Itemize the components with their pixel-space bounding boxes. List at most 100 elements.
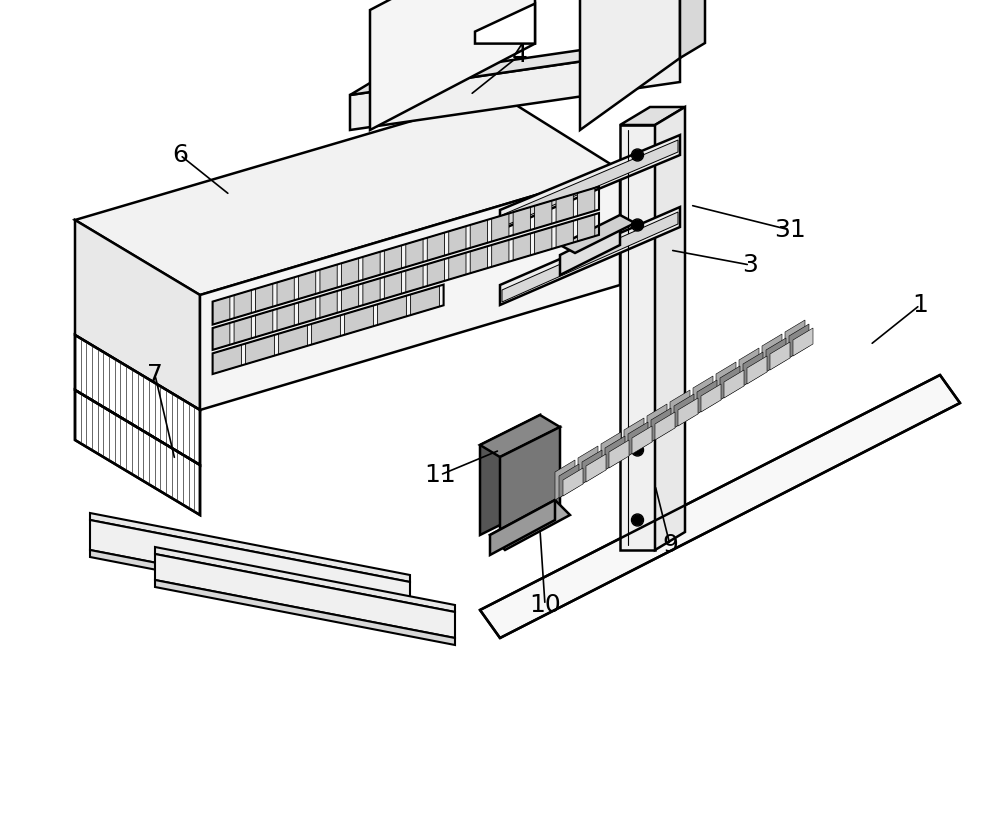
Polygon shape xyxy=(378,296,406,325)
Polygon shape xyxy=(213,297,230,324)
Text: 7: 7 xyxy=(147,363,163,387)
Polygon shape xyxy=(480,415,560,457)
Polygon shape xyxy=(747,356,767,384)
Polygon shape xyxy=(75,335,200,465)
Polygon shape xyxy=(406,239,423,267)
Polygon shape xyxy=(470,246,487,273)
Polygon shape xyxy=(470,220,487,248)
Polygon shape xyxy=(213,323,230,350)
Polygon shape xyxy=(345,306,373,335)
Polygon shape xyxy=(556,221,573,248)
Polygon shape xyxy=(578,187,595,216)
Polygon shape xyxy=(256,284,273,312)
Text: 1: 1 xyxy=(912,293,928,317)
Polygon shape xyxy=(75,220,200,410)
Polygon shape xyxy=(320,265,337,293)
Polygon shape xyxy=(697,380,717,414)
Circle shape xyxy=(633,220,642,230)
Polygon shape xyxy=(563,468,583,496)
Polygon shape xyxy=(578,446,598,486)
Polygon shape xyxy=(601,432,621,472)
Polygon shape xyxy=(449,253,466,280)
Polygon shape xyxy=(605,436,625,470)
Polygon shape xyxy=(680,0,705,58)
Text: 3: 3 xyxy=(742,253,758,277)
Polygon shape xyxy=(609,440,629,468)
Polygon shape xyxy=(560,215,635,253)
Polygon shape xyxy=(475,3,535,43)
Polygon shape xyxy=(789,324,809,358)
Polygon shape xyxy=(500,135,680,230)
Circle shape xyxy=(633,150,642,160)
Polygon shape xyxy=(155,547,455,612)
Polygon shape xyxy=(624,418,644,458)
Polygon shape xyxy=(580,0,680,130)
Polygon shape xyxy=(363,252,380,280)
Polygon shape xyxy=(502,140,678,227)
Polygon shape xyxy=(513,233,530,261)
Polygon shape xyxy=(582,450,602,484)
Polygon shape xyxy=(279,325,307,355)
Polygon shape xyxy=(628,422,648,456)
Polygon shape xyxy=(701,384,721,412)
Polygon shape xyxy=(427,232,445,261)
Polygon shape xyxy=(480,375,960,638)
Polygon shape xyxy=(770,342,790,370)
Polygon shape xyxy=(559,464,579,498)
Polygon shape xyxy=(556,194,573,222)
Polygon shape xyxy=(75,95,620,295)
Polygon shape xyxy=(350,47,680,130)
Polygon shape xyxy=(500,427,560,547)
Polygon shape xyxy=(793,328,813,356)
Circle shape xyxy=(633,445,642,455)
Polygon shape xyxy=(492,214,509,241)
Polygon shape xyxy=(620,125,655,550)
Polygon shape xyxy=(586,454,606,482)
Polygon shape xyxy=(762,334,782,374)
Polygon shape xyxy=(500,207,680,305)
Polygon shape xyxy=(502,212,678,302)
Polygon shape xyxy=(406,266,423,293)
Text: 11: 11 xyxy=(424,463,456,487)
Polygon shape xyxy=(213,345,241,374)
Polygon shape xyxy=(155,580,455,645)
Polygon shape xyxy=(739,348,759,388)
Text: 10: 10 xyxy=(529,593,561,617)
Polygon shape xyxy=(480,415,540,535)
Polygon shape xyxy=(341,284,359,311)
Polygon shape xyxy=(535,227,552,254)
Polygon shape xyxy=(234,290,251,318)
Polygon shape xyxy=(298,271,316,299)
Text: 6: 6 xyxy=(172,143,188,167)
Circle shape xyxy=(633,515,642,525)
Polygon shape xyxy=(363,278,380,305)
Polygon shape xyxy=(384,271,402,299)
Polygon shape xyxy=(743,352,763,386)
Polygon shape xyxy=(655,412,675,440)
Polygon shape xyxy=(492,240,509,267)
Polygon shape xyxy=(277,304,294,331)
Polygon shape xyxy=(555,460,575,500)
Polygon shape xyxy=(693,376,713,416)
Polygon shape xyxy=(90,513,410,582)
Polygon shape xyxy=(535,200,552,229)
Polygon shape xyxy=(384,245,402,274)
Polygon shape xyxy=(90,550,410,619)
Polygon shape xyxy=(341,258,359,286)
Polygon shape xyxy=(655,107,685,550)
Polygon shape xyxy=(427,259,445,286)
Polygon shape xyxy=(234,316,251,343)
Polygon shape xyxy=(651,408,671,442)
Polygon shape xyxy=(155,554,455,638)
Polygon shape xyxy=(632,426,652,454)
Polygon shape xyxy=(724,370,744,398)
Polygon shape xyxy=(578,214,595,241)
Polygon shape xyxy=(256,311,273,337)
Polygon shape xyxy=(670,390,690,430)
Polygon shape xyxy=(720,366,740,400)
Text: 9: 9 xyxy=(662,533,678,557)
Polygon shape xyxy=(200,170,620,410)
Polygon shape xyxy=(75,390,200,515)
Polygon shape xyxy=(785,320,805,360)
Polygon shape xyxy=(513,207,530,236)
